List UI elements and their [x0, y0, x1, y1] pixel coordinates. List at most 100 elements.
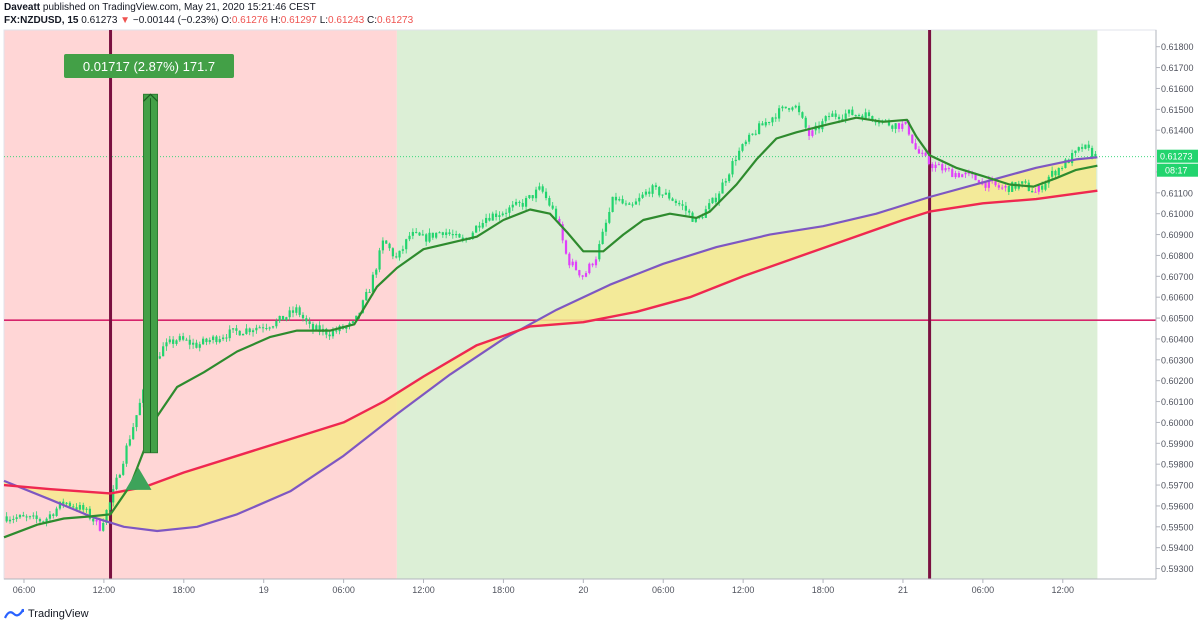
candle [724, 178, 727, 186]
candle [241, 333, 245, 336]
candle [827, 112, 831, 121]
candle-body [651, 185, 654, 194]
candle-body [471, 232, 474, 239]
candle [824, 115, 827, 124]
candle [235, 324, 238, 335]
tradingview-logo-icon [4, 608, 24, 619]
time-tick-label: 21 [898, 585, 908, 595]
candle-body [311, 323, 315, 330]
candle-body [301, 314, 305, 319]
candle [288, 306, 291, 321]
candle-body [901, 123, 904, 129]
candle [185, 337, 188, 341]
candle-body [458, 233, 461, 238]
price-tick-label: 0.60400 [1161, 334, 1194, 344]
candle-body [941, 164, 944, 171]
measure-tool[interactable]: 0.01717 (2.87%) 171.7 [64, 54, 234, 490]
candle-body [718, 193, 721, 203]
candle [451, 229, 454, 239]
candle [621, 195, 624, 205]
candle [32, 512, 35, 520]
published-text: published on TradingView.com, May 21, 20… [42, 2, 316, 13]
candle-body [857, 114, 861, 116]
candle-body [28, 516, 32, 518]
candle-body [591, 263, 594, 266]
candle [195, 339, 198, 349]
publish-info: Daveatt published on TradingView.com, Ma… [4, 2, 316, 13]
candle-body [701, 217, 704, 219]
candle [305, 315, 308, 325]
candle-body [132, 427, 135, 440]
candle [581, 274, 584, 280]
candle [291, 306, 295, 318]
candle-body [1031, 190, 1034, 193]
candle-body [748, 134, 751, 142]
candle [797, 102, 801, 116]
candle [548, 195, 551, 207]
candle-body [498, 215, 501, 217]
candle-body [914, 143, 917, 150]
ema-fast-line [3, 116, 1098, 539]
candle-body [1044, 183, 1047, 190]
candle [78, 502, 82, 513]
candle [754, 129, 757, 136]
candle-body [534, 189, 538, 199]
candle [934, 161, 937, 172]
price-tick-label: 0.59600 [1161, 501, 1194, 511]
candle [631, 202, 634, 208]
candle [901, 120, 904, 132]
background-zone-green [396, 30, 1098, 579]
candle-body [1051, 170, 1054, 177]
price-axis: 0.59300 0.59400 0.59500 0.59600 0.59700 0.598… [1155, 30, 1194, 579]
time-tick-label: 19 [259, 585, 269, 595]
candle-body [681, 204, 684, 206]
candle-body [781, 106, 784, 109]
candle-body [1074, 150, 1077, 153]
candle [1031, 187, 1034, 193]
candle [431, 232, 434, 240]
candle-body [78, 505, 82, 510]
candle-body [791, 107, 794, 110]
candle-body [451, 234, 454, 236]
candle-body [25, 516, 28, 518]
candle [568, 252, 571, 269]
candle [208, 337, 211, 345]
candle-body [228, 329, 231, 339]
candle-body [52, 514, 55, 516]
ema-purple-line [3, 156, 1098, 533]
candle [52, 513, 55, 519]
candle-body [668, 192, 671, 199]
candle-body [58, 501, 62, 509]
candle-body [165, 342, 168, 347]
candle [221, 334, 225, 342]
publisher-name[interactable]: Daveatt [4, 2, 41, 13]
candle-body [172, 339, 175, 344]
candle [801, 111, 804, 120]
candle-body [308, 321, 311, 324]
candle [601, 228, 604, 245]
candle-body [1057, 167, 1060, 176]
candle-body [564, 240, 568, 254]
candle [311, 321, 315, 335]
candle-body [521, 202, 524, 207]
price-tick-label: 0.60000 [1161, 418, 1194, 428]
candle-body [911, 134, 914, 144]
candle [721, 178, 724, 194]
candle-body [787, 108, 791, 110]
candle [251, 328, 255, 337]
candle-body [411, 231, 414, 236]
candle [668, 189, 671, 201]
candle-body [135, 415, 138, 428]
time-tick-label: 06:00 [13, 585, 36, 595]
candle-body [271, 326, 275, 328]
candle-body [388, 243, 391, 249]
footer-brand[interactable]: TradingView [28, 608, 89, 620]
candle [524, 195, 528, 211]
candle [847, 109, 851, 117]
candle-body [758, 123, 761, 134]
candle [215, 335, 218, 345]
candle [218, 335, 221, 344]
candle-body [551, 205, 554, 209]
candle-body [371, 274, 375, 292]
